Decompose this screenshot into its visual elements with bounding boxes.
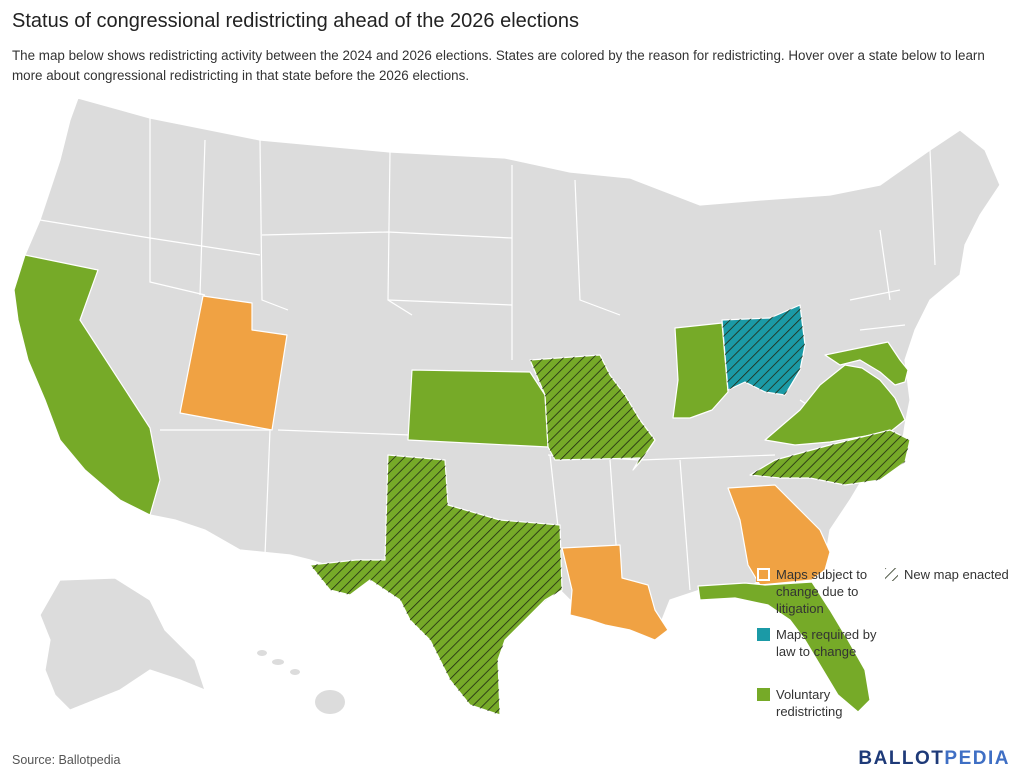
legend-item-litigation: Maps subject to change due to litigation (756, 566, 886, 617)
legend-label-litigation: Maps subject to change due to litigation (776, 567, 868, 616)
state-hawaii (257, 650, 345, 714)
state-alaska (39, 577, 206, 711)
brand-part-pedia: PEDIA (944, 748, 1010, 769)
page-subtitle: The map below shows redistricting activi… (12, 48, 985, 83)
state-kansas[interactable] (407, 369, 549, 448)
state-louisiana[interactable] (561, 544, 669, 641)
state-georgia[interactable] (727, 484, 831, 586)
ballotpedia-logo: BALLOTPEDIA (858, 748, 1010, 770)
state-utah[interactable] (179, 295, 288, 431)
legend-swatch-litigation (756, 567, 771, 582)
legend-swatch-hatch (885, 568, 898, 581)
brand-part-ballot: BALLOT (858, 748, 945, 769)
state-florida[interactable] (697, 581, 871, 713)
map-legend: Maps subject to change due to litigation… (756, 566, 1017, 736)
legend-swatch-required (757, 628, 770, 641)
legend-label-required: Maps required by law to change (776, 627, 877, 659)
legend-item-required: Maps required by law to change (757, 626, 886, 660)
page-title: Status of congressional redistricting ah… (12, 10, 580, 32)
legend-item-voluntary: Voluntary redistricting (757, 686, 886, 720)
legend-item-new-map: New map enacted (885, 566, 1009, 583)
legend-swatch-voluntary (757, 688, 770, 701)
source-note: Source: Ballotpedia (12, 753, 121, 767)
legend-label-new-map: New map enacted (904, 567, 1009, 582)
legend-label-voluntary: Voluntary redistricting (776, 687, 843, 719)
state-california[interactable] (13, 254, 161, 516)
state-maryland[interactable] (824, 341, 909, 386)
